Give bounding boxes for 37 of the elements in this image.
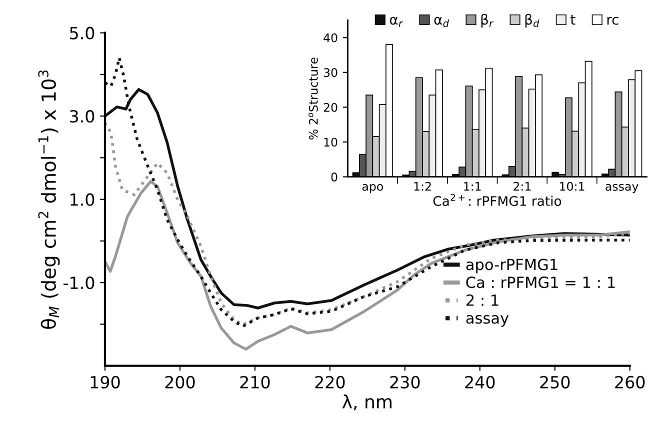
legend-label: β$_{d}$ (525, 14, 540, 28)
x-tick-label: 10:1 (560, 182, 584, 191)
x-tick-label: 200 (165, 376, 195, 388)
legend-label: β$_{r}$ (481, 14, 494, 28)
x-tick-label: 190 (90, 376, 120, 388)
legend-label: assay (466, 315, 509, 327)
x-tick-label: assay (606, 184, 638, 194)
legend-label: α$_{r}$ (390, 16, 403, 27)
x-tick-label: 1:2 (414, 182, 431, 191)
y-tick-label: 10 (324, 138, 338, 147)
y-tick-label: 30 (324, 68, 338, 78)
y-tick-label: 1.0 (70, 193, 94, 206)
x-axis-title: λ, nm (342, 394, 392, 410)
x-tick-label: 230 (390, 376, 420, 388)
x-tick-label: 2:1 (514, 182, 531, 191)
y-tick-label: 20 (324, 102, 338, 112)
legend-label: rc (607, 16, 618, 25)
x-tick-label: 210 (240, 376, 270, 388)
x-tick-label: 1:1 (464, 182, 481, 191)
legend-label: apo-rPFMG1 (466, 258, 558, 274)
y-tick-label: 5.0 (70, 26, 94, 40)
x-tick-label: 250 (540, 376, 570, 388)
x-axis-title: Ca$^{2+}$: rPFMG1 ratio (433, 194, 562, 206)
legend-label: α$_{d}$ (434, 16, 449, 28)
x-tick-label: apo (362, 184, 383, 194)
y-tick-label: 0 (331, 172, 338, 182)
legend-label: 2 : 1 (466, 294, 498, 306)
y-tick-label: 3.0 (70, 110, 94, 123)
legend-label: t (570, 14, 576, 25)
legend-label: Ca : rPFMG1 = 1 : 1 (466, 276, 615, 288)
x-tick-label: 240 (465, 376, 495, 388)
x-tick-label: 260 (615, 376, 645, 388)
y-axis-title: θ$_{M}$ (deg cm$^{2}$ dmol$^{−1}$) x 10$^{3}$ (38, 70, 60, 329)
y-axis-title: % 2$^{o}$Structure (308, 58, 318, 140)
x-tick-label: 220 (315, 376, 345, 388)
y-tick-label: 40 (324, 33, 338, 42)
y-tick-label: -1.0 (64, 276, 94, 290)
